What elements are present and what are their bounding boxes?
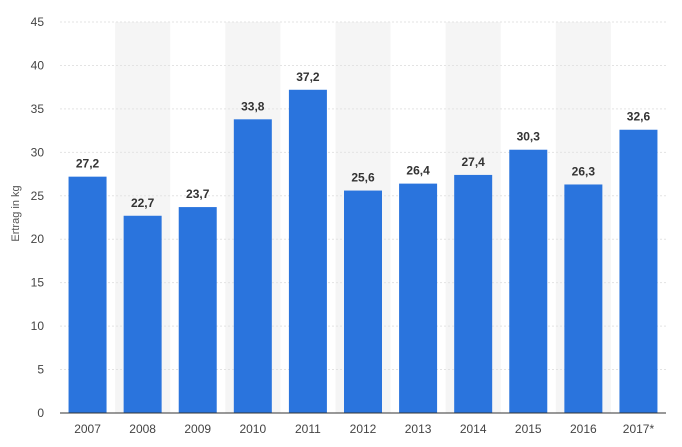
bar-2014: [454, 174, 493, 413]
bar-2009: [178, 207, 217, 413]
value-label-2011: 37,2: [296, 70, 320, 84]
value-label-2007: 27,2: [76, 157, 100, 171]
x-tick-label-2014: 2014: [460, 422, 487, 436]
y-tick-label: 25: [31, 189, 45, 203]
y-tick-label: 35: [31, 102, 45, 116]
x-tick-label-2011: 2011: [295, 422, 321, 436]
value-label-2017*: 32,6: [627, 110, 651, 124]
bar-2017*: [619, 129, 658, 413]
value-labels: 27,2 22,7 23,7 33,8 37,2 25,6 26,4 27,4 30,3 26,3…: [76, 70, 651, 210]
value-label-2009: 23,7: [186, 187, 210, 201]
value-label-2012: 25,6: [351, 171, 375, 185]
x-axis-ticks: 2007 2008 2009 2010 2011 2012 2013 2014 2015 2016…: [74, 422, 654, 436]
y-tick-label: 20: [31, 232, 45, 246]
y-axis-ticks: 0 5 10 15 20 25 30 35 40 45: [31, 15, 45, 420]
y-axis-title: Ertrag in kg: [10, 185, 22, 241]
bar-2011: [288, 89, 327, 414]
bar-2013: [399, 183, 438, 413]
bar-2008: [123, 215, 162, 413]
y-tick-label: 45: [31, 15, 45, 29]
bar-2012: [344, 190, 382, 413]
x-tick-label-2015: 2015: [515, 422, 542, 436]
value-label-2008: 22,7: [131, 196, 155, 210]
x-tick-label-2017*: 2017*: [623, 422, 655, 436]
y-tick-label: 30: [31, 145, 45, 159]
y-tick-label: 15: [31, 276, 45, 290]
x-tick-label-2013: 2013: [405, 422, 432, 436]
value-label-2014: 27,4: [462, 155, 486, 169]
bar-2010: [233, 119, 272, 413]
x-tick-label-2007: 2007: [74, 422, 101, 436]
value-label-2013: 26,4: [406, 164, 430, 178]
x-tick-label-2008: 2008: [129, 422, 156, 436]
bar-2007: [68, 176, 107, 413]
y-tick-label: 5: [37, 363, 44, 377]
x-tick-label-2012: 2012: [350, 422, 377, 436]
bar-2016: [564, 184, 603, 413]
value-label-2010: 33,8: [241, 99, 265, 113]
y-tick-label: 40: [31, 58, 45, 72]
x-tick-label-2016: 2016: [570, 422, 597, 436]
x-tick-label-2010: 2010: [239, 422, 266, 436]
value-label-2016: 26,3: [572, 164, 596, 178]
y-tick-label: 0: [37, 406, 44, 420]
bar-2015: [509, 149, 548, 413]
value-label-2015: 30,3: [517, 130, 541, 144]
y-tick-label: 10: [31, 319, 45, 333]
bars: [68, 89, 658, 414]
x-tick-label-2009: 2009: [184, 422, 211, 436]
